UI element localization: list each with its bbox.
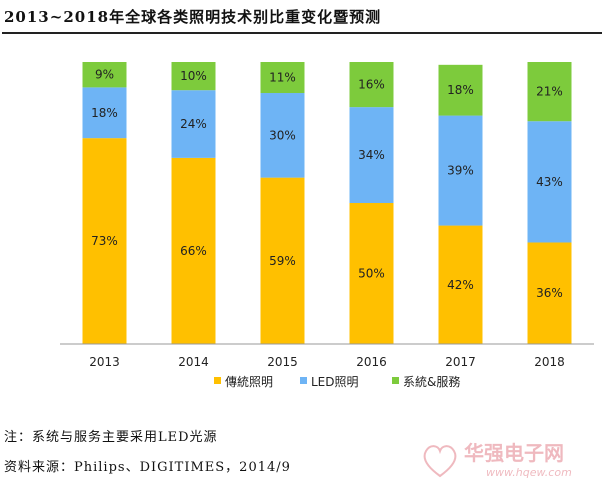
legend: 傳統照明 LED照明 系統&服務 — [214, 375, 460, 389]
data-label-2014-0: 66% — [180, 244, 207, 258]
chart-title: 2013~2018年全球各类照明技术别比重变化暨预测 — [4, 8, 382, 26]
legend-swatch-2 — [392, 377, 399, 384]
data-label-2018-0: 36% — [536, 286, 563, 300]
bar-segment-2014-1 — [171, 90, 216, 158]
x-tick-label: 2013 — [89, 355, 120, 369]
bar-segment-2015-2 — [260, 62, 305, 94]
data-labels-group: 73% 18% 9% 66% 24% 10% 59% 30% 11% 50% 34% 16% 42% 39… — [91, 68, 563, 301]
data-label-2017-0: 42% — [447, 278, 474, 292]
data-label-2015-0: 59% — [269, 254, 296, 268]
bar-segment-2017-1 — [438, 115, 483, 226]
source-note: 资料来源：Philips、DIGITIMES，2014/9 — [4, 460, 291, 475]
data-label-2013-2: 9% — [95, 68, 114, 82]
watermark-url: www.hqew.com — [486, 466, 572, 479]
bar-segment-2017-0 — [438, 225, 483, 344]
data-label-2016-1: 34% — [358, 148, 385, 162]
stacked-bar-chart: 73% 18% 9% 66% 24% 10% 59% 30% 11% 50% 34% 16% 42% 39… — [60, 62, 594, 389]
bar-segment-2015-0 — [260, 177, 305, 344]
data-label-2016-0: 50% — [358, 267, 385, 281]
watermark-logo-text: 华强电子网 — [464, 441, 564, 465]
data-label-2018-2: 21% — [536, 85, 563, 99]
data-label-2013-1: 18% — [91, 106, 118, 120]
bar-segment-2013-0 — [82, 138, 127, 344]
bar-segment-2018-1 — [527, 121, 572, 243]
data-label-2015-1: 30% — [269, 128, 296, 142]
bar-segment-2016-1 — [349, 107, 394, 203]
data-label-2017-1: 39% — [447, 164, 474, 178]
x-tick-label: 2018 — [534, 355, 565, 369]
legend-label-1: LED照明 — [311, 375, 359, 389]
data-label-2018-1: 43% — [536, 175, 563, 189]
data-label-2016-2: 16% — [358, 78, 385, 92]
bar-segment-2016-0 — [349, 203, 394, 344]
data-label-2015-2: 11% — [269, 71, 296, 85]
bar-segment-2014-0 — [171, 157, 216, 344]
bar-segment-2018-0 — [527, 242, 572, 344]
bars-group — [82, 62, 572, 344]
data-label-2014-2: 10% — [180, 69, 207, 83]
bar-segment-2017-2 — [438, 64, 483, 116]
x-tick-label: 2014 — [178, 355, 209, 369]
x-tick-label: 2016 — [356, 355, 387, 369]
data-label-2014-1: 24% — [180, 117, 207, 131]
bar-segment-2015-1 — [260, 93, 305, 178]
data-label-2017-2: 18% — [447, 83, 474, 97]
title-divider — [2, 32, 602, 34]
legend-label-2: 系統&服務 — [403, 375, 460, 389]
x-tick-label: 2015 — [267, 355, 298, 369]
footnote: 注：系统与服务主要采用LED光源 — [4, 430, 218, 445]
bar-segment-2013-2 — [82, 62, 127, 88]
legend-swatch-1 — [300, 377, 307, 384]
legend-label-0: 傳統照明 — [225, 375, 273, 389]
x-tick-labels-group: 2013 2014 2015 2016 2017 2018 — [89, 355, 565, 369]
watermark-heart-icon — [423, 445, 457, 478]
bar-segment-2018-2 — [527, 62, 572, 122]
bar-segment-2014-2 — [171, 62, 216, 91]
x-tick-label: 2017 — [445, 355, 476, 369]
legend-swatch-0 — [214, 377, 221, 384]
bar-segment-2016-2 — [349, 62, 394, 108]
data-label-2013-0: 73% — [91, 234, 118, 248]
bar-segment-2013-1 — [82, 87, 127, 139]
watermark-logo: 华强电子网 www.hqew.com — [423, 441, 572, 479]
